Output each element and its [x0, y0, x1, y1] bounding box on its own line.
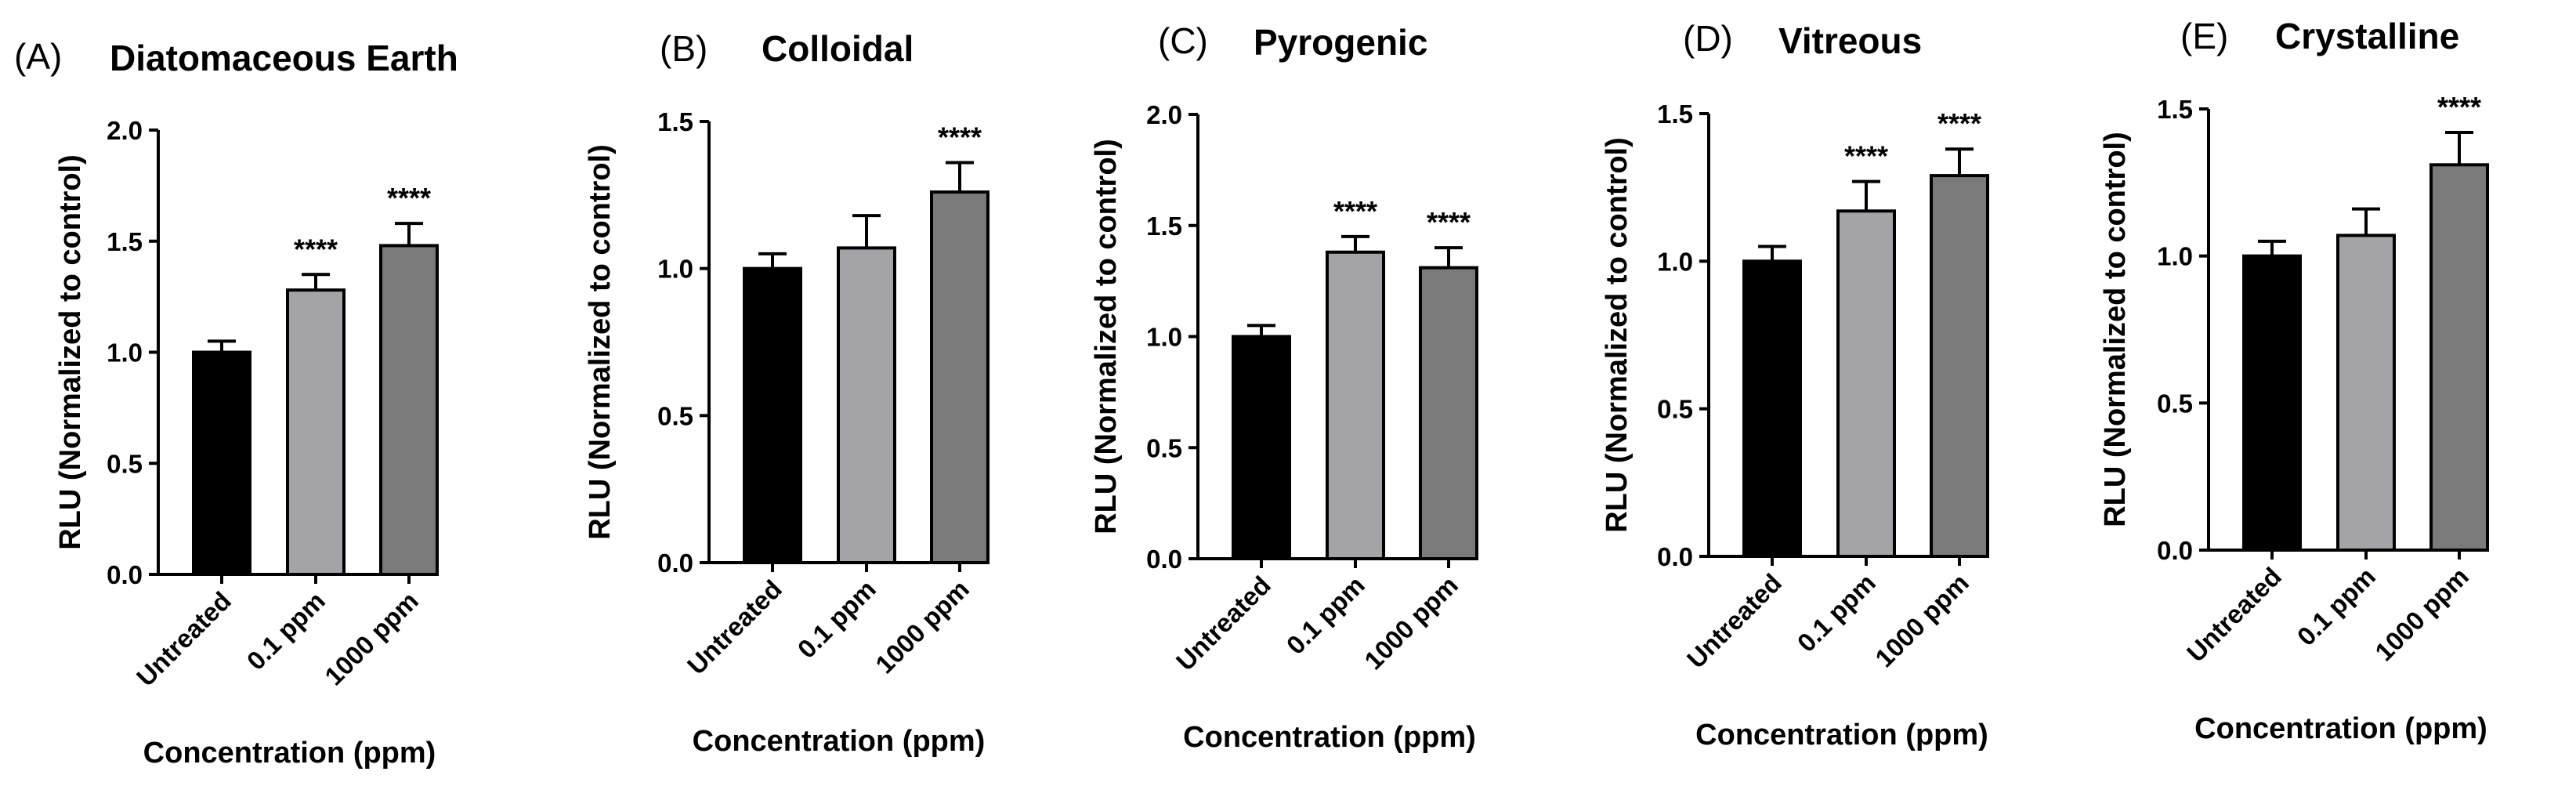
bar-1000-ppm [379, 244, 439, 576]
significance-label: **** [1333, 195, 1377, 227]
y-tick-label: 2.0 [107, 116, 143, 145]
significance-label: **** [1937, 107, 1981, 139]
y-axis-title: RLU (Normalized to control) [54, 154, 87, 550]
panel-label: (B) [660, 28, 707, 69]
bar-untreated [743, 266, 802, 564]
significance-label: **** [938, 121, 982, 154]
significance-label: **** [294, 233, 338, 265]
significance-label: **** [1427, 206, 1471, 238]
bar-0-1-ppm [2336, 234, 2396, 552]
y-tick-label: 1.5 [107, 227, 143, 256]
significance-label: **** [1844, 140, 1888, 172]
x-tick-label: 0.1 ppm [241, 586, 331, 675]
panel-label: (A) [14, 36, 62, 77]
chart-panel-b: (B) Colloidal 0.0 0.5 1.0 1.5 RLU (Normalized … [584, 28, 990, 758]
bar-1000-ppm [1419, 266, 1478, 560]
y-tick-label: 1.0 [1146, 323, 1182, 352]
x-tick-label: 1000 ppm [1869, 568, 1974, 673]
x-tick-label: 0.1 ppm [792, 574, 881, 664]
chart-title: Vitreous [1778, 20, 1922, 61]
y-axis-title: RLU (Normalized to control) [1090, 139, 1123, 534]
x-axis-title: Concentration (ppm) [1695, 719, 1988, 751]
y-axis-title: RLU (Normalized to control) [584, 144, 617, 540]
panel-label: (D) [1683, 18, 1733, 59]
y-tick-label: 0.0 [1657, 542, 1693, 571]
y-tick-label: 1.0 [107, 339, 143, 368]
y-tick-label: 0.0 [2157, 536, 2193, 565]
x-axis-title: Concentration (ppm) [2194, 712, 2487, 745]
y-tick-label: 0.0 [1146, 545, 1182, 574]
x-axis-title: Concentration (ppm) [693, 725, 986, 758]
chart-title: Diatomaceous Earth [110, 38, 458, 78]
significance-label: **** [2437, 91, 2481, 123]
y-tick-label: 1.5 [1657, 100, 1693, 129]
bar-untreated [192, 350, 251, 576]
bar-0-1-ppm [1836, 209, 1896, 558]
y-tick-label: 2.0 [1146, 100, 1182, 129]
bar-0-1-ppm [1326, 250, 1385, 560]
chart-panel-a: (A) Diatomaceous Earth 0.0 0.5 1.0 1.5 2.0 RLU … [14, 36, 458, 770]
y-axis-title: RLU (Normalized to control) [2099, 132, 2132, 527]
y-tick-label: 0.5 [1146, 433, 1182, 462]
y-tick-label: 0.5 [657, 401, 693, 430]
y-tick-label: 0.5 [107, 449, 143, 478]
y-tick-label: 0.5 [1657, 395, 1693, 424]
bar-1000-ppm [1930, 174, 1989, 558]
bar-untreated [1232, 335, 1291, 560]
x-axis-title: Concentration (ppm) [1183, 721, 1476, 754]
y-tick-label: 0.0 [107, 560, 143, 589]
x-tick-label: 0.1 ppm [2292, 562, 2381, 651]
y-tick-label: 1.5 [657, 107, 693, 136]
x-tick-label: 1000 ppm [1359, 570, 1463, 675]
chart-title: Pyrogenic [1254, 22, 1427, 63]
bar-0-1-ppm [837, 246, 896, 564]
y-tick-label: 1.5 [1146, 212, 1182, 241]
panel-label: (E) [2180, 16, 2228, 56]
x-tick-label: 0.1 ppm [1281, 570, 1370, 660]
x-tick-label: 1000 ppm [2369, 562, 2474, 667]
y-tick-label: 0.5 [2157, 389, 2193, 418]
x-tick-label: 1000 ppm [319, 586, 424, 691]
bar-0-1-ppm [286, 288, 346, 576]
y-tick-label: 1.0 [657, 255, 693, 284]
chart-panel-c: (C) Pyrogenic 0.0 0.5 1.0 1.5 2.0 RLU (Normaliz… [1090, 20, 1478, 754]
x-tick-label: Untreated [1681, 568, 1787, 674]
x-tick-label: 0.1 ppm [1792, 568, 1881, 657]
y-tick-label: 1.5 [2157, 95, 2193, 124]
bar-1000-ppm [2429, 163, 2489, 552]
x-tick-label: Untreated [2181, 562, 2287, 668]
y-tick-label: 0.0 [657, 549, 693, 578]
y-axis-title: RLU (Normalized to control) [1601, 137, 1634, 533]
y-tick-label: 1.0 [2157, 242, 2193, 271]
x-tick-label: 1000 ppm [870, 574, 975, 679]
x-axis-title: Concentration (ppm) [143, 737, 436, 770]
x-tick-label: Untreated [1170, 570, 1276, 676]
panel-label: (C) [1158, 20, 1208, 61]
chart-panel-e: (E) Crystalline 0.0 0.5 1.0 1.5 RLU (Normalize… [2099, 16, 2489, 745]
y-tick-label: 1.0 [1657, 247, 1693, 276]
x-tick-label: Untreated [131, 586, 237, 692]
bar-1000-ppm [930, 190, 990, 565]
bar-untreated [2242, 254, 2302, 552]
chart-title: Colloidal [762, 28, 914, 69]
x-tick-label: Untreated [682, 574, 787, 680]
chart-panel-d: (D) Vitreous 0.0 0.5 1.0 1.5 RLU (Normalized t… [1601, 18, 1989, 751]
significance-label: **** [387, 182, 431, 214]
bar-untreated [1742, 259, 1802, 558]
chart-title: Crystalline [2275, 16, 2459, 56]
